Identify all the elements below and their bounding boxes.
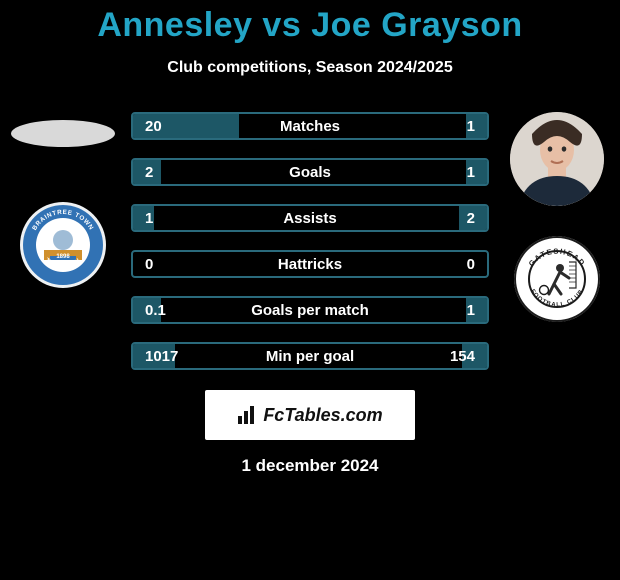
braintree-badge-icon: 1898 BRAINTREE TOWN THE IRON xyxy=(20,202,106,288)
gateshead-badge-icon: GATESHEAD FOOTBALL CLUB xyxy=(514,236,600,322)
stat-value-right: 0 xyxy=(419,256,487,273)
stat-row: 1017Min per goal154 xyxy=(131,342,489,370)
club-badge-right: GATESHEAD FOOTBALL CLUB xyxy=(514,236,600,322)
stats-list: 20Matches12Goals11Assists20Hattricks00.1… xyxy=(131,112,489,370)
right-player-column: GATESHEAD FOOTBALL CLUB xyxy=(502,112,612,322)
stat-label: Matches xyxy=(201,118,419,135)
stat-value-right: 1 xyxy=(419,118,487,135)
stat-row: 0.1Goals per match1 xyxy=(131,296,489,324)
club-badge-left: 1898 BRAINTREE TOWN THE IRON xyxy=(20,202,106,288)
stat-value-right: 2 xyxy=(419,210,487,227)
branding-label: FcTables.com xyxy=(237,405,382,426)
stat-label: Assists xyxy=(201,210,419,227)
branding-text: FcTables.com xyxy=(263,405,382,426)
stat-row: 0Hattricks0 xyxy=(131,250,489,278)
stat-value-left: 2 xyxy=(133,164,201,181)
stat-value-left: 0.1 xyxy=(133,302,201,319)
stat-value-left: 0 xyxy=(133,256,201,273)
branding-box: FcTables.com xyxy=(205,390,415,440)
stat-row: 1Assists2 xyxy=(131,204,489,232)
bars-icon xyxy=(237,405,259,425)
stat-label: Hattricks xyxy=(201,256,419,273)
stat-value-left: 1 xyxy=(133,210,201,227)
stat-value-left: 20 xyxy=(133,118,201,135)
player-photo-right xyxy=(510,112,604,206)
stat-row: 2Goals1 xyxy=(131,158,489,186)
comparison-title: Annesley vs Joe Grayson xyxy=(0,0,620,45)
stat-label: Goals xyxy=(201,164,419,181)
comparison-content: 1898 BRAINTREE TOWN THE IRON xyxy=(0,112,620,370)
footer-date: 1 december 2024 xyxy=(0,456,620,476)
stat-label: Min per goal xyxy=(201,348,419,365)
comparison-subtitle: Club competitions, Season 2024/2025 xyxy=(0,59,620,77)
player-avatar-icon xyxy=(510,112,604,206)
player-silhouette-left xyxy=(11,120,115,147)
left-player-column: 1898 BRAINTREE TOWN THE IRON xyxy=(8,120,118,288)
stat-value-left: 1017 xyxy=(133,348,201,365)
stat-value-right: 154 xyxy=(419,348,487,365)
svg-text:1898: 1898 xyxy=(56,254,70,260)
stat-row: 20Matches1 xyxy=(131,112,489,140)
stat-value-right: 1 xyxy=(419,302,487,319)
stat-value-right: 1 xyxy=(419,164,487,181)
stat-label: Goals per match xyxy=(201,302,419,319)
